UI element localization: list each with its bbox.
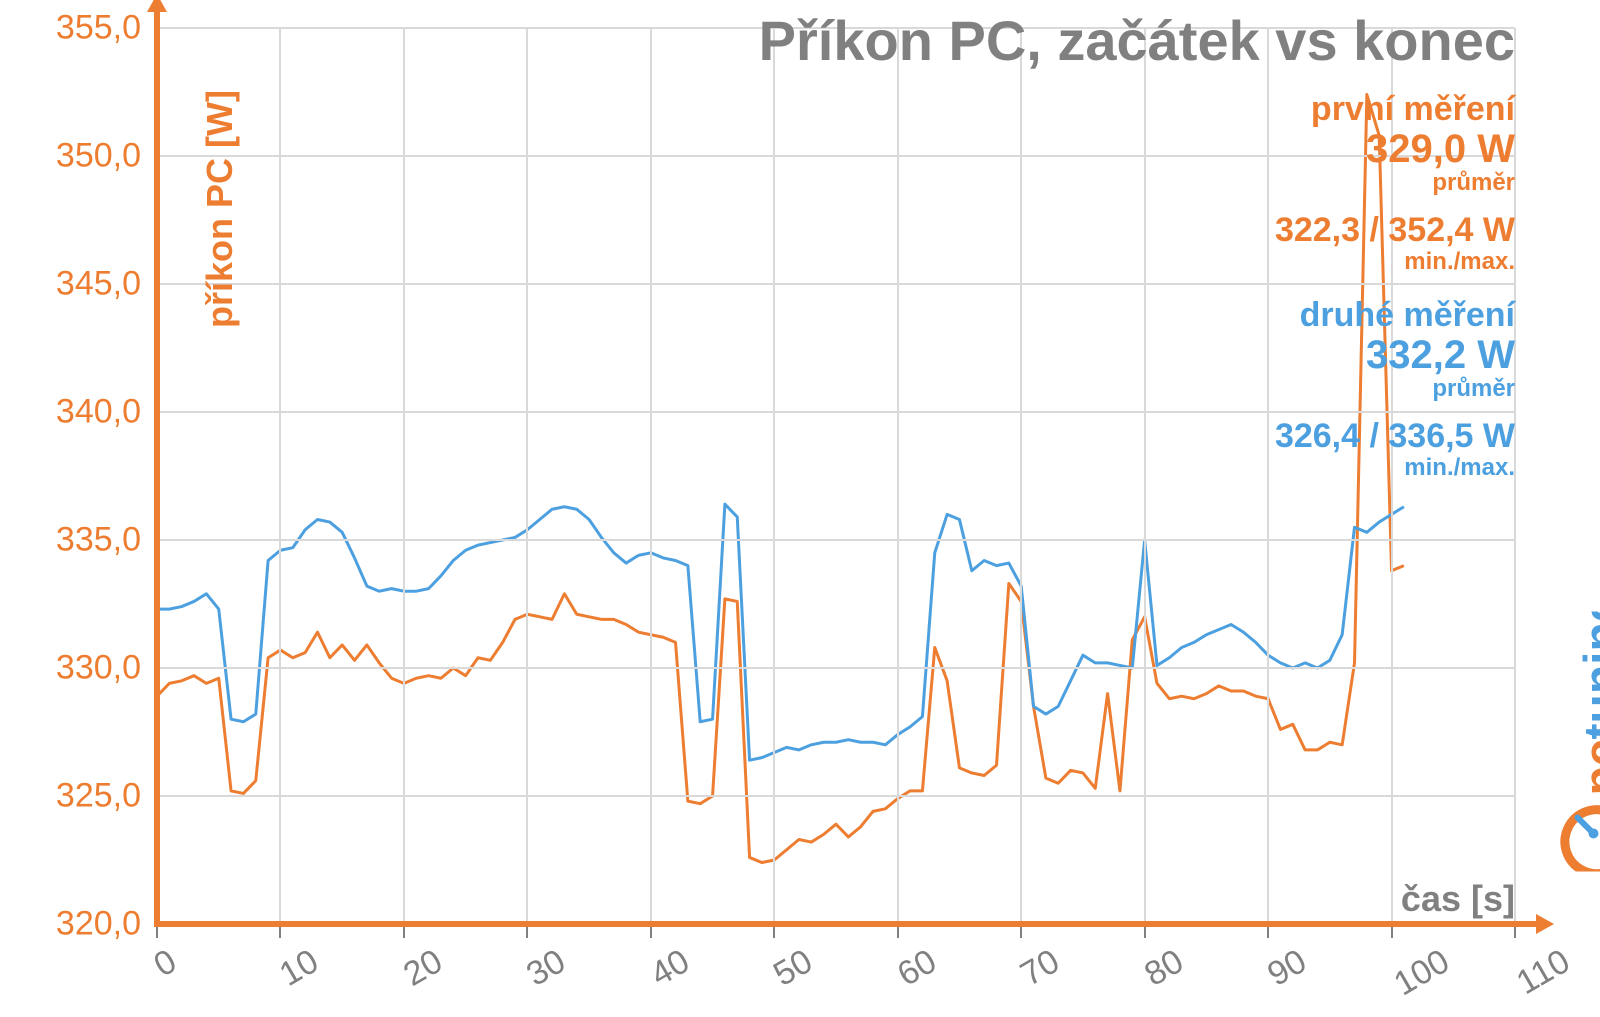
x-axis-arrow (1536, 914, 1554, 934)
gridline-vertical (897, 28, 899, 924)
chart-title: Příkon PC, začátek vs konec (759, 8, 1515, 73)
x-tick-label: 0 (148, 942, 184, 985)
x-tick-label: 40 (644, 942, 696, 995)
pctuning-logo: pctuning (1550, 612, 1600, 872)
x-tick-label: 60 (891, 942, 943, 995)
y-tick-label: 340,0 (56, 393, 141, 432)
gridline-vertical (1267, 28, 1269, 924)
y-axis-line (154, 10, 160, 927)
gridline-vertical (526, 28, 528, 924)
y-tick-label: 330,0 (56, 649, 141, 688)
x-tick-label: 20 (397, 942, 449, 995)
gridline-vertical (279, 28, 281, 924)
svg-text:pctuning: pctuning (1576, 612, 1600, 796)
series2-annotation: druhé měření 332,2 W průměr 326,4 / 336,… (1275, 298, 1515, 480)
series1-avg: 329,0 W (1275, 128, 1515, 170)
series1-minmax-sub: min./max. (1275, 249, 1515, 274)
x-tick-label: 10 (274, 942, 326, 995)
x-tick-label: 30 (520, 942, 572, 995)
gridline-vertical (403, 28, 405, 924)
gridline-horizontal (157, 539, 1515, 541)
x-axis-label: čas [s] (1401, 878, 1515, 920)
y-axis-label: příkon PC [W] (199, 90, 241, 328)
x-tick-label: 100 (1387, 942, 1456, 1004)
gridline-vertical (1020, 28, 1022, 924)
y-tick-label: 345,0 (56, 265, 141, 304)
series1-avg-sub: průměr (1275, 170, 1515, 195)
gridline-horizontal (157, 283, 1515, 285)
series1-annotation: první měření 329,0 W průměr 322,3 / 352,… (1275, 92, 1515, 274)
x-axis-line (154, 921, 1536, 927)
gridline-vertical (1144, 28, 1146, 924)
gridline-horizontal (157, 667, 1515, 669)
series-line (157, 504, 1404, 760)
series2-avg: 332,2 W (1275, 334, 1515, 376)
x-tick-label: 80 (1138, 942, 1190, 995)
x-tick-label: 110 (1510, 942, 1576, 1003)
gridline-vertical (773, 28, 775, 924)
y-tick-label: 320,0 (56, 905, 141, 944)
y-tick-label: 350,0 (56, 137, 141, 176)
series2-minmax: 326,4 / 336,5 W (1275, 419, 1515, 455)
gridline-vertical (650, 28, 652, 924)
series2-avg-sub: průměr (1275, 376, 1515, 401)
y-axis-arrow (147, 0, 167, 12)
x-tick-label: 70 (1014, 942, 1066, 995)
series1-label: první měření (1275, 92, 1515, 128)
y-tick-label: 325,0 (56, 777, 141, 816)
y-tick-label: 335,0 (56, 521, 141, 560)
x-tick-label: 90 (1261, 942, 1313, 995)
chart-container: 0 10 20 30 40 50 60 70 80 90 100 110 320,0 325,0 330,0… (0, 0, 1600, 1017)
series1-minmax: 322,3 / 352,4 W (1275, 213, 1515, 249)
gridline-horizontal (157, 795, 1515, 797)
series2-minmax-sub: min./max. (1275, 455, 1515, 480)
series-line (157, 95, 1404, 863)
x-tick-label: 50 (767, 942, 819, 995)
series2-label: druhé měření (1275, 298, 1515, 334)
y-tick-label: 355,0 (56, 9, 141, 48)
logo-pc-text: pc (1576, 739, 1600, 795)
logo-tuning-text: tuning (1576, 612, 1600, 740)
